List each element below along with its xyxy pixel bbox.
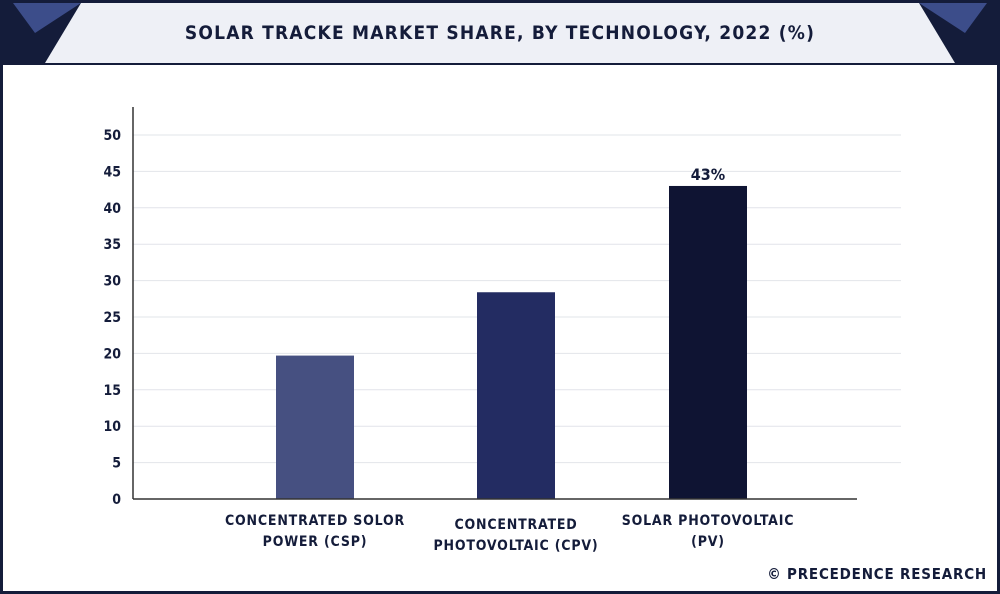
y-axis-ticks: 0 5 10 15 20 25 30 35 40 45 50	[103, 128, 121, 508]
y-tick-label: 35	[103, 237, 121, 253]
bar-2	[477, 292, 555, 499]
bar-value-label: 43%	[691, 165, 725, 184]
y-tick-label: 20	[103, 346, 121, 362]
x-tick-label: CONCENTRATED PHOTOVOLTAIC (CPV)	[433, 517, 599, 554]
bar-1	[276, 355, 354, 499]
bar-chart: 0 5 10 15 20 25 30 35 40 45 50 43%	[103, 107, 901, 508]
y-tick-label: 10	[103, 419, 121, 435]
y-tick-label: 0	[112, 492, 121, 508]
y-tick-label: 45	[103, 164, 121, 180]
source-credit: © PRECEDENCE RESEARCH	[767, 565, 987, 583]
data-labels: 43%	[691, 165, 725, 184]
bars	[276, 185, 747, 499]
x-tick-label: SOLAR PHOTOVOLTAIC (PV)	[621, 513, 795, 550]
bar-3	[669, 185, 747, 499]
y-tick-label: 50	[103, 128, 121, 144]
corner-decoration-right	[919, 3, 997, 63]
title-banner: SOLAR TRACKE MARKET SHARE, BY TECHNOLOGY…	[3, 3, 997, 65]
corner-decoration-left	[3, 3, 81, 63]
x-tick-label: CONCENTRATED SOLOR POWER (CSP)	[225, 513, 405, 550]
y-tick-label: 25	[103, 310, 121, 326]
y-tick-label: 30	[103, 274, 121, 290]
y-tick-label: 5	[112, 456, 121, 472]
y-tick-label: 40	[103, 201, 121, 217]
y-tick-label: 15	[103, 383, 121, 399]
chart-title: SOLAR TRACKE MARKET SHARE, BY TECHNOLOGY…	[184, 22, 816, 44]
